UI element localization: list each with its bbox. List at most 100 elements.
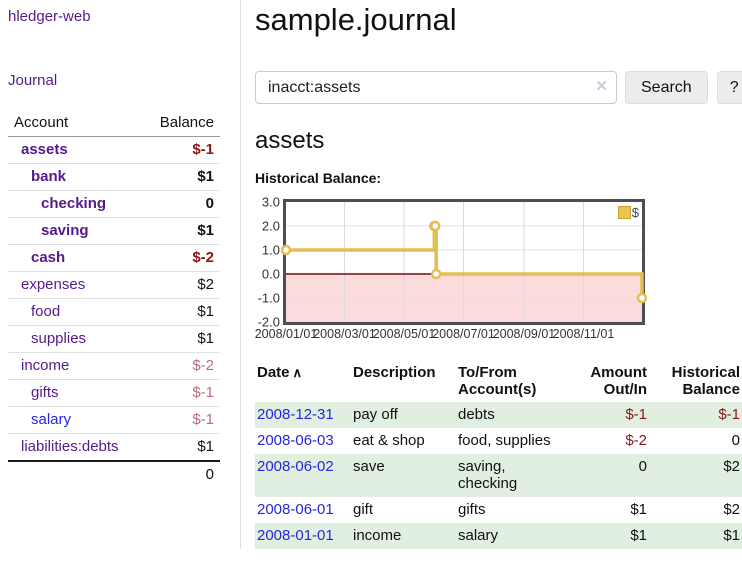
account-link[interactable]: checking — [41, 195, 107, 212]
transaction-description: pay off — [353, 406, 398, 423]
account-row: saving $1 — [8, 217, 220, 245]
register-header-amount: Amount Out/In — [590, 364, 647, 398]
account-link[interactable]: bank — [31, 168, 67, 185]
transaction-accounts: saving, checking — [458, 458, 518, 492]
y-tick-label: -2.0 — [257, 314, 280, 330]
account-link[interactable]: saving — [41, 222, 89, 239]
transaction-amount: $-2 — [625, 432, 647, 449]
x-tick-label: 2008/11/01 — [552, 327, 615, 341]
sidebar: hledger-web Journal Account Balance asse… — [0, 0, 241, 549]
transaction-balance: $-1 — [718, 406, 740, 423]
account-row: food $1 — [8, 298, 220, 326]
register-header-date[interactable]: Date ∧ — [257, 364, 303, 381]
chart-legend: $ — [617, 205, 639, 220]
sidebar-item-journal[interactable]: Journal — [8, 72, 58, 89]
account-balance: $-1 — [145, 406, 220, 434]
account-row: assets $-1 — [8, 136, 220, 164]
transaction-accounts: salary — [458, 527, 499, 544]
x-tick-label: 2008/09/01 — [492, 327, 556, 341]
chart-x-axis: 2008/01/01 2008/03/01 2008/05/01 2008/07/01… — [255, 325, 642, 341]
account-link[interactable]: food — [31, 303, 61, 320]
register-header-description: Description — [353, 364, 436, 381]
register-header-balance: Historical Balance — [671, 364, 740, 398]
page: hledger-web Journal Account Balance asse… — [0, 0, 742, 549]
transaction-amount: $1 — [630, 501, 647, 518]
transaction-accounts: debts — [458, 406, 495, 423]
search-help-button[interactable]: ? — [716, 71, 742, 104]
account-row: salary $-1 — [8, 406, 220, 434]
sort-asc-icon: ∧ — [292, 365, 303, 380]
account-balance: $1 — [145, 163, 220, 191]
transaction-description: eat & shop — [353, 432, 425, 449]
search-button[interactable]: Search — [625, 71, 708, 104]
account-link[interactable]: cash — [31, 249, 66, 266]
transaction-balance: 0 — [731, 432, 740, 449]
transaction-date-link[interactable]: 2008-12-31 — [257, 406, 334, 423]
account-link[interactable]: liabilities:debts — [21, 438, 119, 455]
account-link[interactable]: supplies — [31, 330, 87, 347]
y-tick-label: 1.0 — [261, 242, 280, 258]
transaction-description: income — [353, 527, 402, 544]
transaction-date-link[interactable]: 2008-06-02 — [257, 458, 334, 475]
page-title: sample.journal — [255, 2, 457, 37]
legend-label: $ — [631, 205, 639, 220]
account-row: gifts $-1 — [8, 379, 220, 407]
x-tick-label: 2008/03/01 — [313, 327, 376, 341]
account-balance: 0 — [145, 190, 220, 218]
register-row: 2008-06-03 eat & shop food, supplies $-2 0 — [255, 428, 742, 454]
transaction-date-link[interactable]: 2008-06-03 — [257, 432, 334, 449]
account-row: expenses $2 — [8, 271, 220, 299]
accounts-total-row: 0 — [8, 460, 220, 488]
register-row: 2008-01-01 income salary $1 $1 — [255, 523, 742, 549]
account-link[interactable]: income — [21, 357, 70, 374]
transaction-accounts: food, supplies — [458, 432, 551, 449]
account-balance: $-2 — [145, 352, 220, 380]
account-row: supplies $1 — [8, 325, 220, 353]
register-row: 2008-12-31 pay off debts $-1 $-1 — [255, 402, 742, 428]
chart-canvas — [280, 202, 648, 322]
account-row: liabilities:debts $1 — [8, 433, 220, 462]
clear-search-icon[interactable]: ✕ — [595, 78, 608, 95]
transaction-amount: $1 — [630, 527, 647, 544]
account-balance: $1 — [145, 298, 220, 326]
account-balance: $1 — [145, 217, 220, 245]
transaction-balance: $1 — [723, 527, 740, 544]
app-brand-link[interactable]: hledger-web — [8, 8, 91, 25]
x-tick-label: 2008/07/01 — [432, 327, 495, 341]
account-balance: $-1 — [145, 379, 220, 407]
transaction-date-link[interactable]: 2008-06-01 — [257, 501, 334, 518]
register-row: 2008-06-01 gift gifts $1 $2 — [255, 497, 742, 523]
register-table: Date ∧ Description To/From Account(s) Amo… — [255, 362, 742, 549]
chart-y-axis: 3.0 2.0 1.0 0.0 -1.0 -2.0 — [255, 195, 283, 330]
y-tick-label: -1.0 — [257, 290, 280, 306]
account-row: bank $1 — [8, 163, 220, 191]
account-row: income $-2 — [8, 352, 220, 380]
y-tick-label: 3.0 — [261, 194, 280, 210]
main-content: sample.journal ✕ Search ? assets Histori… — [255, 0, 742, 549]
search-form: ✕ Search ? — [255, 71, 742, 104]
account-link[interactable]: assets — [21, 141, 68, 158]
account-balance: $-2 — [145, 244, 220, 272]
transaction-amount: $-1 — [625, 406, 647, 423]
search-input[interactable] — [255, 71, 617, 104]
register-header-accounts: To/From Account(s) — [458, 364, 537, 398]
transaction-description: gift — [353, 501, 374, 518]
transaction-balance: $2 — [723, 501, 740, 518]
x-tick-label: 2008/01/01 — [254, 327, 318, 341]
chart-plot-area: $ — [280, 199, 648, 325]
account-title: assets — [255, 127, 325, 154]
transaction-amount: 0 — [638, 458, 647, 475]
accounts-total-balance: 0 — [145, 460, 220, 488]
account-link[interactable]: gifts — [31, 384, 59, 401]
account-balance: $2 — [145, 271, 220, 299]
accounts-header-balance: Balance — [145, 110, 220, 137]
account-link[interactable]: expenses — [21, 276, 86, 293]
chart-title: Historical Balance: — [255, 170, 382, 186]
transaction-date-link[interactable]: 2008-01-01 — [257, 527, 334, 544]
account-link[interactable]: salary — [31, 411, 72, 428]
account-balance: $1 — [145, 325, 220, 353]
search-box: ✕ — [255, 71, 617, 104]
x-tick-label: 2008/05/01 — [372, 327, 436, 341]
account-row: checking 0 — [8, 190, 220, 218]
legend-swatch-icon — [617, 206, 631, 219]
